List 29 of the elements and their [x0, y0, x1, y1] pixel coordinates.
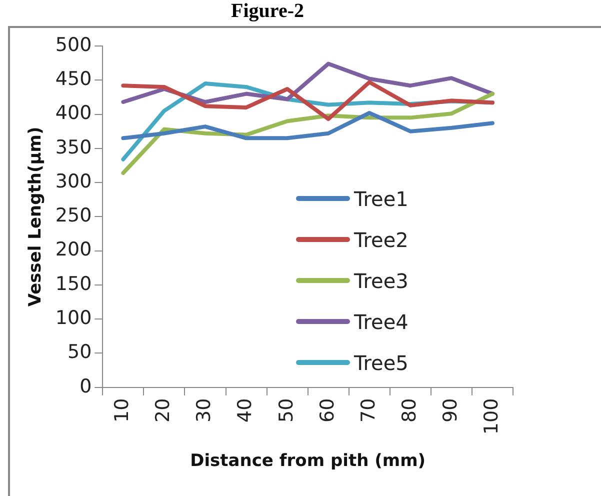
- x-tick-label: 10: [111, 398, 134, 423]
- x-tick-label: 90: [439, 398, 462, 423]
- y-tick-label: 500: [55, 34, 92, 56]
- x-tick-label: 70: [357, 398, 380, 423]
- y-tick-label: 300: [55, 170, 92, 192]
- y-tick-label: 200: [55, 238, 92, 261]
- y-tick-label: 0: [80, 375, 92, 398]
- legend-label: Tree3: [354, 268, 408, 292]
- x-tick-label: 80: [398, 398, 420, 423]
- y-tick-label: 450: [55, 68, 92, 90]
- y-tick-label: 100: [55, 307, 92, 330]
- y-tick-label: 400: [55, 102, 92, 124]
- y-tick-label: 350: [55, 136, 92, 158]
- y-tick-label: 50: [67, 341, 92, 364]
- y-tick-label: 150: [55, 272, 92, 295]
- y-tick-label: 250: [55, 204, 92, 227]
- legend-label: Tree2: [354, 228, 408, 252]
- legend-label: Tree1: [354, 186, 408, 210]
- legend-label: Tree4: [354, 310, 408, 334]
- y-axis-title: Vessel Length(µm): [26, 126, 46, 307]
- x-tick-label: 50: [275, 398, 298, 423]
- x-tick-label: 30: [193, 398, 216, 423]
- chart-title: Figure-2: [231, 0, 304, 22]
- legend-label: Tree5: [354, 350, 408, 374]
- x-tick-label: 60: [316, 398, 338, 423]
- x-tick-label: 20: [152, 398, 174, 423]
- x-tick-label: 100: [480, 398, 502, 435]
- x-tick-label: 40: [234, 398, 256, 423]
- x-axis-title: Distance from pith (mm): [190, 451, 426, 472]
